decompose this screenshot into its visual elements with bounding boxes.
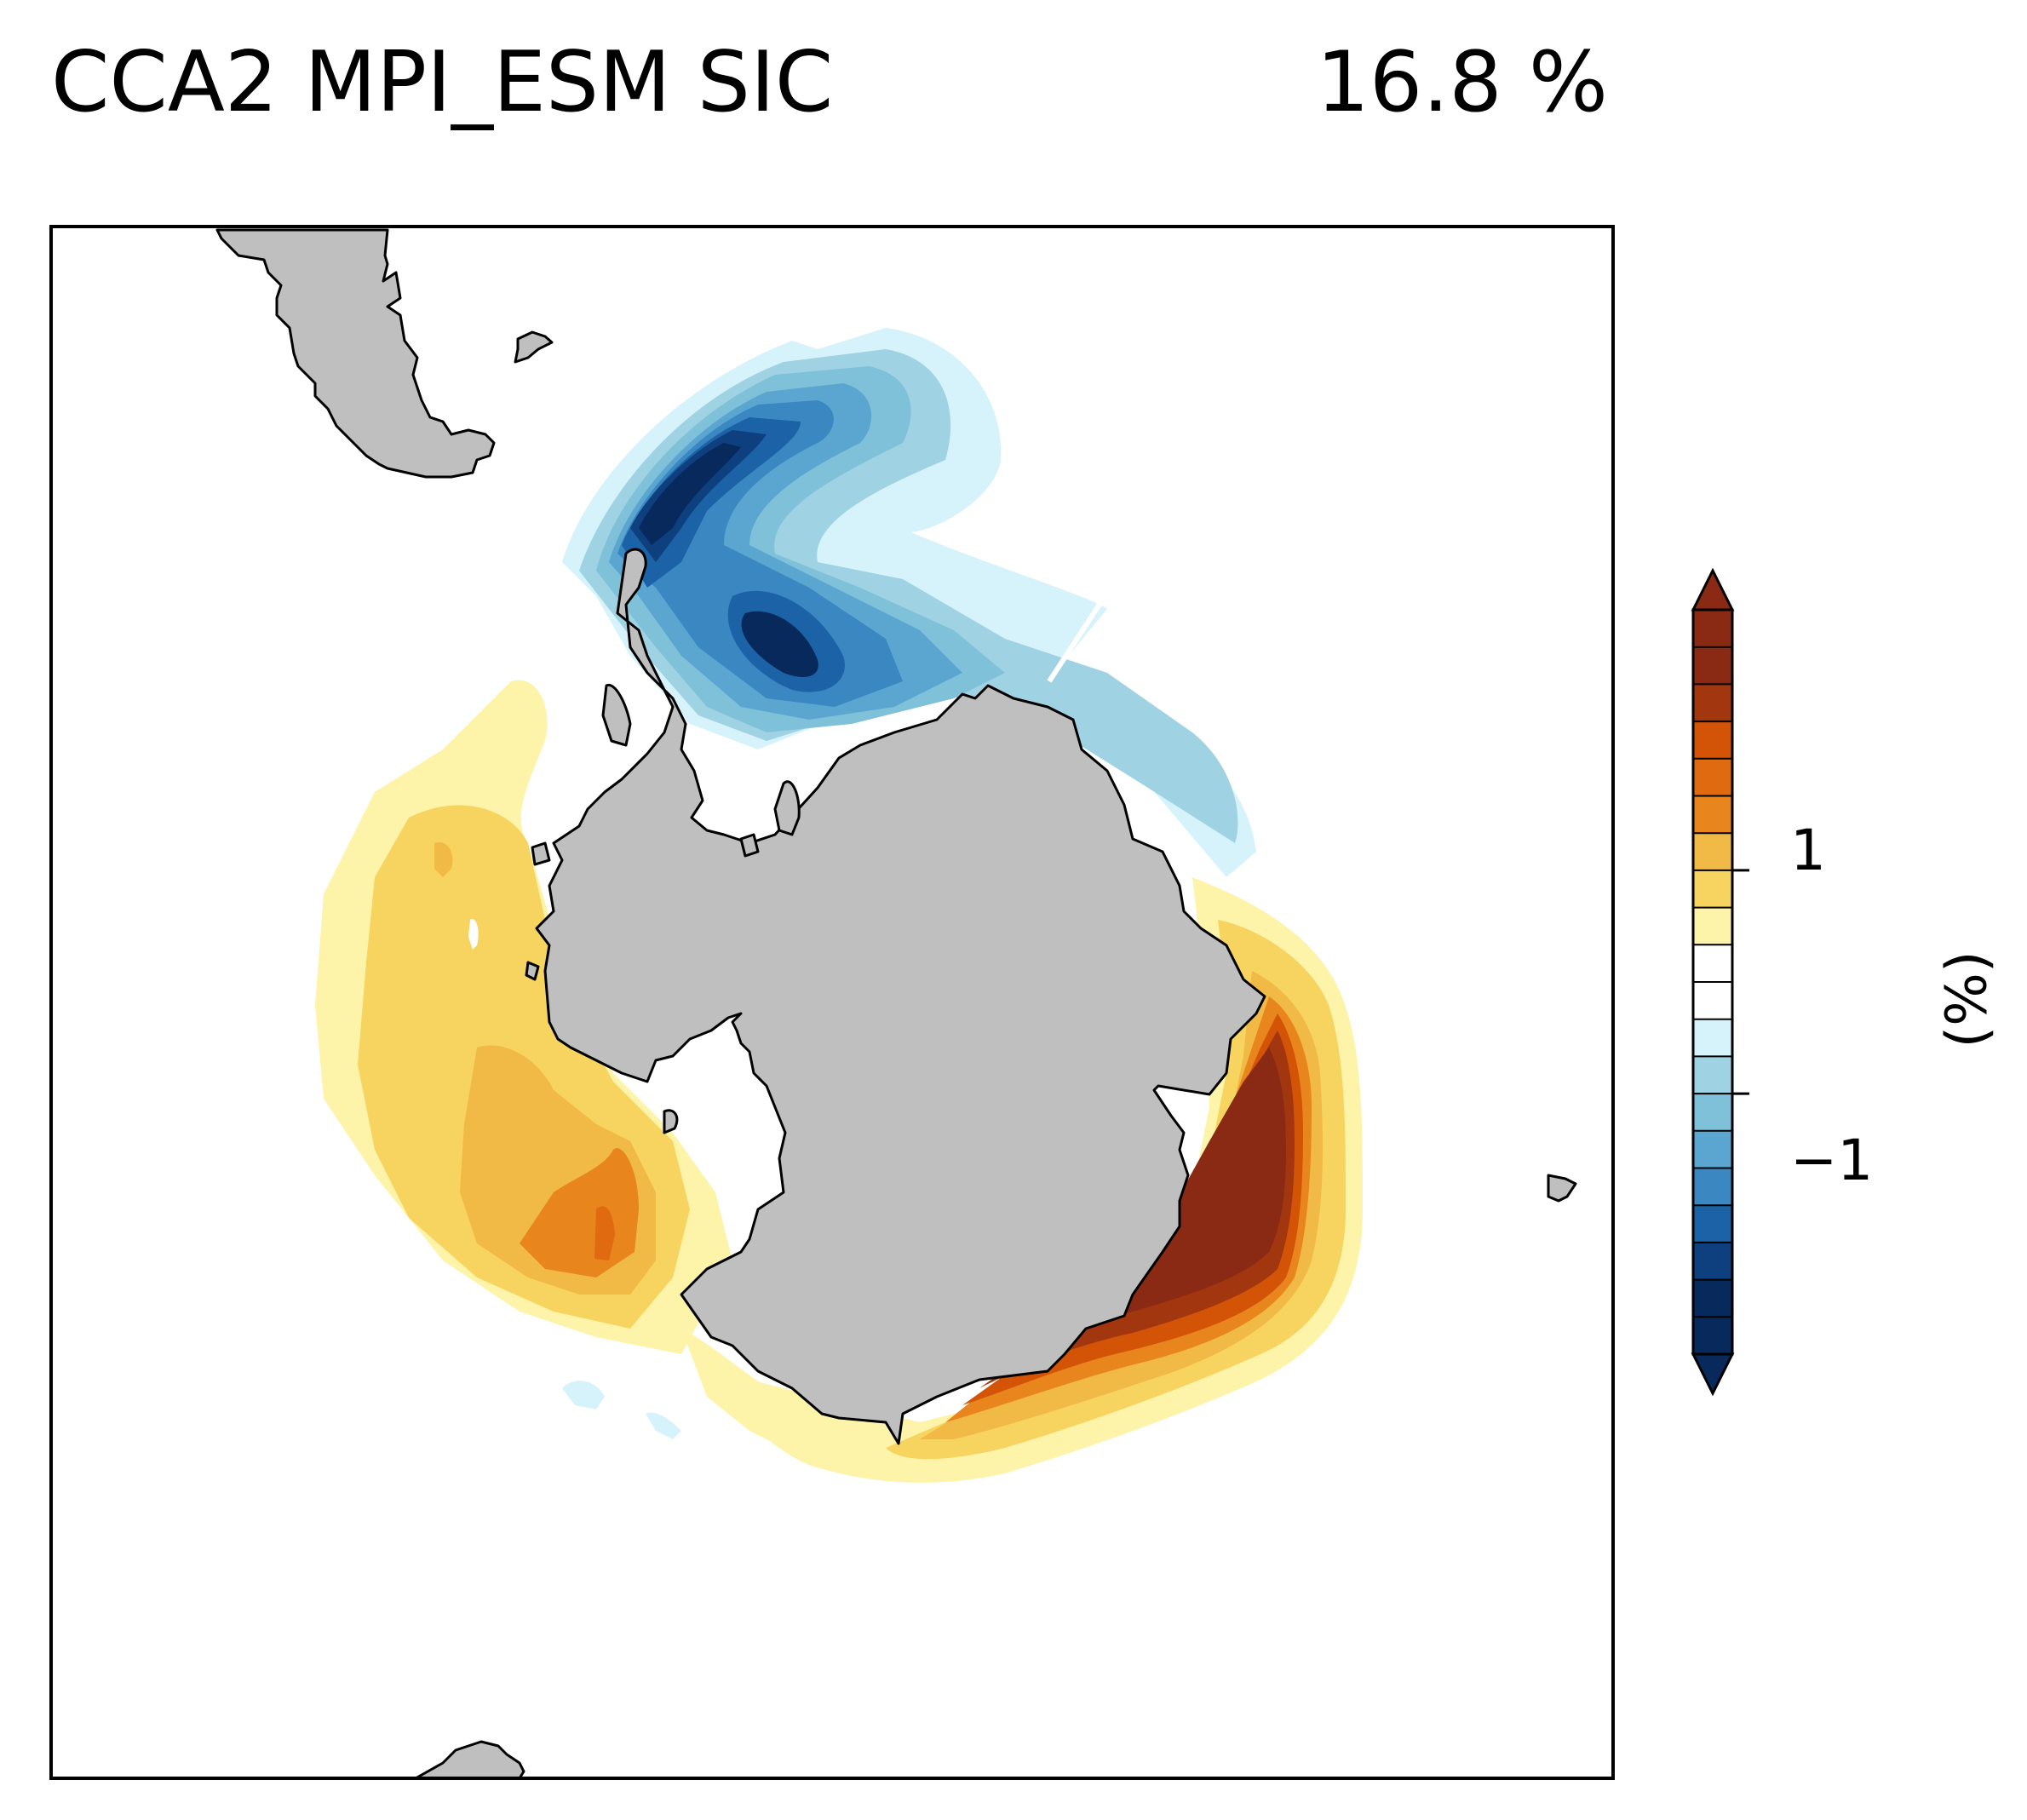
contour-level-light-blue-patch-1 [562, 1381, 605, 1409]
contour-level-navy-3 [741, 611, 818, 677]
contour-level-brown-east [996, 1048, 1286, 1363]
tasmania-nz-fragment [414, 1740, 525, 1778]
negative-anomaly-shading [562, 328, 1256, 877]
colorbar-tick-label-1: 1 [1790, 818, 1826, 883]
west-antarctica-island-1 [531, 841, 551, 866]
colorbar-swatch [1693, 1056, 1732, 1094]
colorbar-swatch [1693, 684, 1732, 722]
colorbar-swatch [1693, 1205, 1732, 1243]
contour-level-rust-east [979, 1031, 1295, 1388]
pattern-variance: 16.8 % [1316, 34, 1608, 131]
colorbar-swatch [1693, 870, 1732, 909]
colorbar-swatch [1693, 1094, 1732, 1132]
map-frame [49, 225, 1615, 1780]
positive-anomaly-shading-east [681, 877, 1363, 1483]
antarctic-peninsula-island-1 [601, 683, 632, 747]
antarctic-peninsula-island-2 [773, 780, 801, 836]
colorbar-swatch [1693, 758, 1732, 796]
colorbar-swatch [1693, 907, 1732, 945]
falkland-islands [514, 330, 554, 364]
colorbar-frame [1691, 608, 1734, 1356]
colorbar-swatch [1693, 1317, 1732, 1355]
west-antarctica-island-3 [663, 1109, 679, 1134]
colorbar [1691, 567, 1749, 1397]
antarctic-peninsula-island-3 [739, 833, 760, 858]
contour-level-pale-yellow-south [681, 1329, 903, 1465]
kerguelen-island [1547, 1174, 1577, 1203]
colorbar-swatch [1693, 646, 1732, 685]
south-america-tip [215, 228, 496, 479]
colorbar-swatch [1693, 1242, 1732, 1281]
colorbar-tick-label-2: −1 [1790, 1128, 1874, 1193]
contour-level-gap [468, 919, 479, 950]
antarctica-landmass [535, 548, 1266, 1445]
colorbar-swatch [1693, 721, 1732, 760]
map-title: CCA2 MPI_ESM SIC [51, 34, 834, 131]
colorbar-swatch [1693, 833, 1732, 871]
colorbar-swatch [1693, 610, 1732, 648]
contour-level-dark-orange-east [962, 1013, 1303, 1405]
colorbar-extend-min [1691, 1352, 1735, 1397]
contour-level-navy-2 [639, 443, 741, 545]
contour-level-light-blue-patch-2 [646, 1412, 681, 1439]
colorbar-swatch [1693, 1130, 1732, 1168]
land [215, 228, 1577, 1778]
west-antarctica-island-2 [525, 961, 540, 981]
colorbar-swatch [1693, 944, 1732, 983]
colorbar-label: (%) [1933, 950, 2000, 1048]
colorbar-swatch [1693, 982, 1732, 1020]
colorbar-extend-max [1691, 567, 1735, 611]
colorbar-swatch [1693, 1279, 1732, 1318]
colorbar-swatch [1693, 1168, 1732, 1206]
colorbar-swatch [1693, 1019, 1732, 1057]
contour-level-gold-patch [434, 842, 453, 877]
contour-level-dark-orange [594, 1206, 615, 1260]
colorbar-swatch [1693, 795, 1732, 834]
positive-anomaly-shading-west [315, 680, 732, 1354]
map-area [215, 228, 1577, 1778]
